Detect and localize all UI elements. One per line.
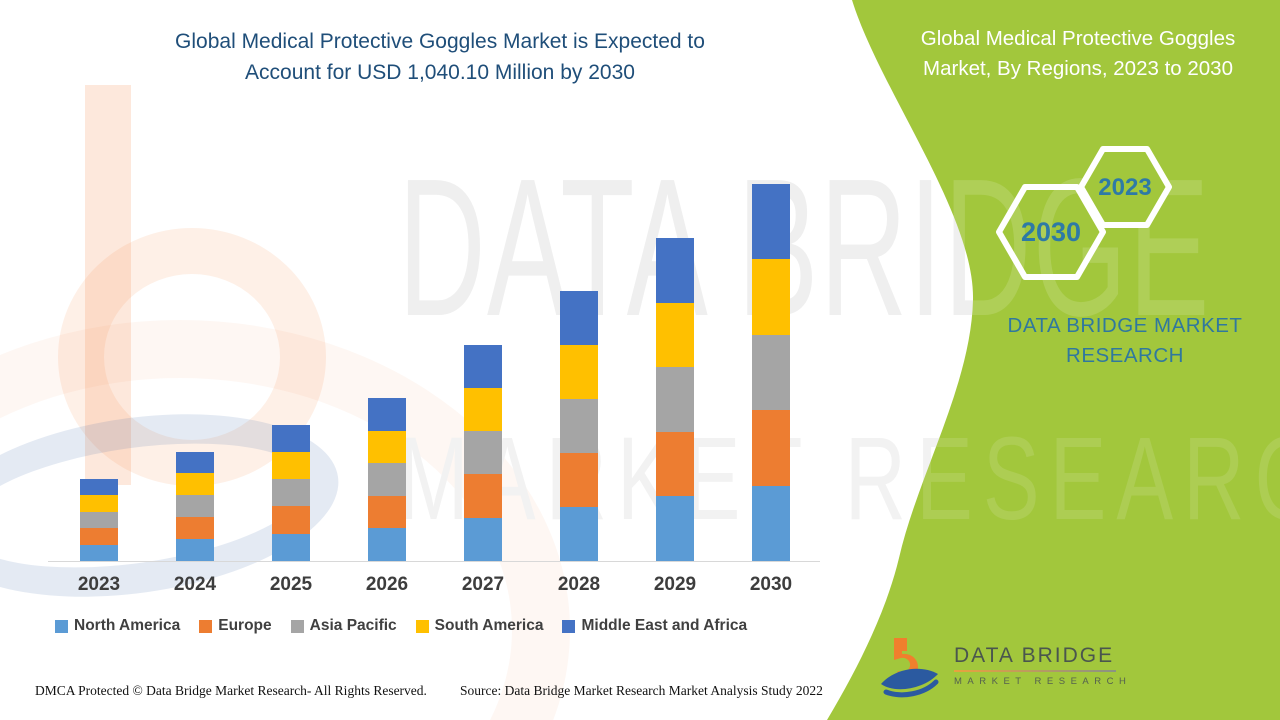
- legend-swatch-icon: [199, 619, 213, 633]
- legend-label: South America: [434, 617, 544, 634]
- page-title: Global Medical Protective Goggles Market…: [70, 26, 810, 88]
- data-bridge-logo-wordmark: DATA BRIDGE MARKET RESEARCH: [954, 644, 1131, 687]
- legend-swatch-icon: [55, 619, 68, 633]
- page-title-line-1: Global Medical Protective Goggles Market…: [175, 30, 705, 53]
- banner-heading-line-1: Global Medical Protective Goggles: [920, 27, 1236, 50]
- banner-brand-text: DATA BRIDGE MARKET RESEARCH: [970, 311, 1280, 371]
- source-note: Source: Data Bridge Market Research Mark…: [460, 683, 823, 698]
- hexagon-2030-label: 2030: [1020, 217, 1082, 247]
- logo-divider: [954, 670, 1116, 672]
- legend-item-middle-east-and-africa: Middle East and Africa: [562, 617, 747, 635]
- hexagon-2023-label: 2023: [1098, 174, 1152, 201]
- legend-item-north-america: North America: [55, 617, 180, 635]
- legend-label: Europe: [218, 617, 272, 634]
- legend-swatch-icon: [562, 619, 576, 633]
- dmca-notice: DMCA Protected © Data Bridge Market Rese…: [35, 683, 427, 698]
- banner-brand-text-line-1: DATA BRIDGE MARKET: [1007, 314, 1243, 337]
- logo-subtext: MARKET RESEARCH: [954, 676, 1132, 687]
- data-bridge-logo-icon: [881, 638, 939, 698]
- legend-item-europe: Europe: [199, 617, 272, 635]
- legend-label: Middle East and Africa: [581, 617, 748, 634]
- page-title-line-2: Account for USD 1,040.10 Million by 2030: [245, 61, 635, 84]
- x-axis-line: [48, 561, 820, 562]
- data-bridge-logo: DATA BRIDGE MARKET RESEARCH: [878, 636, 1131, 698]
- banner-heading: Global Medical Protective Goggles Market…: [882, 24, 1274, 84]
- banner-brand-text-line-2: RESEARCH: [1066, 344, 1184, 367]
- legend-swatch-icon: [415, 619, 429, 633]
- logo-name-text: DATA BRIDGE: [954, 644, 1115, 667]
- banner-heading-line-2: Market, By Regions, 2023 to 2030: [923, 57, 1233, 80]
- chart-legend: North America Europe Asia Pacific South Ame…: [55, 617, 747, 635]
- legend-swatch-icon: [290, 619, 304, 633]
- legend-label: Asia Pacific: [309, 617, 397, 634]
- legend-label: North America: [74, 617, 181, 634]
- watermark-ghost-market-research: MARKET RESEARCH: [398, 413, 1280, 545]
- legend-item-south-america: South America: [415, 617, 544, 635]
- legend-item-asia-pacific: Asia Pacific: [290, 617, 397, 635]
